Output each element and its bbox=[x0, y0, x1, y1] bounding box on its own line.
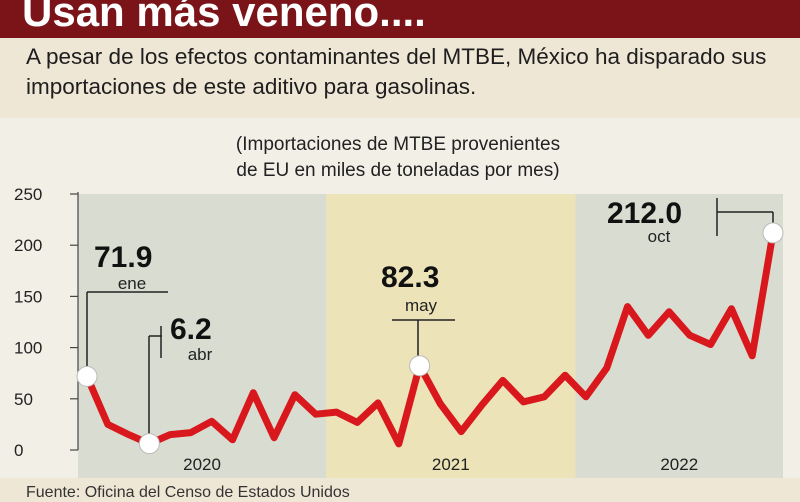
callout-value-ene: 71.9 bbox=[94, 241, 152, 274]
callout-value-may: 82.3 bbox=[381, 261, 439, 294]
highlight-dot-oct bbox=[762, 222, 784, 244]
year-band-2020 bbox=[78, 194, 327, 450]
chart-panel: 2020 2021 2022 (Importaciones de MTBE prove… bbox=[0, 118, 800, 480]
callout-month-abr: abr bbox=[188, 345, 213, 364]
source-bar: Fuente: Oficina del Censo de Estados Uni… bbox=[0, 478, 800, 502]
callout-month-oct: oct bbox=[648, 227, 671, 246]
y-tick-label-50: 50 bbox=[14, 390, 33, 409]
source-note: Fuente: Oficina del Censo de Estados Uni… bbox=[26, 484, 350, 501]
headline-bar: Usan más veneno.... bbox=[0, 0, 800, 38]
callout-month-may: may bbox=[405, 296, 438, 315]
year-label-2020: 2020 bbox=[183, 455, 221, 474]
year-label-band-2020 bbox=[78, 450, 327, 478]
callout-value-abr: 6.2 bbox=[170, 313, 212, 346]
year-label-band-2021 bbox=[326, 450, 576, 478]
year-label-band-2022 bbox=[575, 450, 783, 478]
y-tick-label-250: 250 bbox=[14, 185, 42, 204]
year-label-2021: 2021 bbox=[432, 455, 470, 474]
headline: Usan más veneno.... bbox=[22, 0, 426, 35]
series-line bbox=[83, 229, 777, 448]
chart-title-line-1: (Importaciones de MTBE provenientes bbox=[236, 134, 560, 155]
highlight-dot-may bbox=[409, 355, 431, 377]
year-label-2022: 2022 bbox=[660, 455, 698, 474]
callout-month-ene: ene bbox=[118, 274, 146, 293]
subheadline-panel: A pesar de los efectos contaminantes del… bbox=[0, 38, 800, 116]
subheadline: A pesar de los efectos contaminantes del… bbox=[26, 44, 767, 99]
y-tick-label-0: 0 bbox=[14, 441, 23, 460]
highlight-dot-ene bbox=[76, 365, 98, 387]
highlight-dot-abr bbox=[138, 433, 160, 455]
year-band-2021 bbox=[326, 194, 576, 450]
y-tick-label-100: 100 bbox=[14, 339, 42, 358]
line-chart: 2020 2021 2022 (Importaciones de MTBE prove… bbox=[14, 134, 784, 478]
chart-title-line-2: de EU en miles de toneladas por mes) bbox=[236, 160, 559, 181]
callout-value-oct: 212.0 bbox=[607, 197, 682, 230]
y-tick-label-200: 200 bbox=[14, 236, 42, 255]
y-tick-label-150: 150 bbox=[14, 287, 42, 306]
